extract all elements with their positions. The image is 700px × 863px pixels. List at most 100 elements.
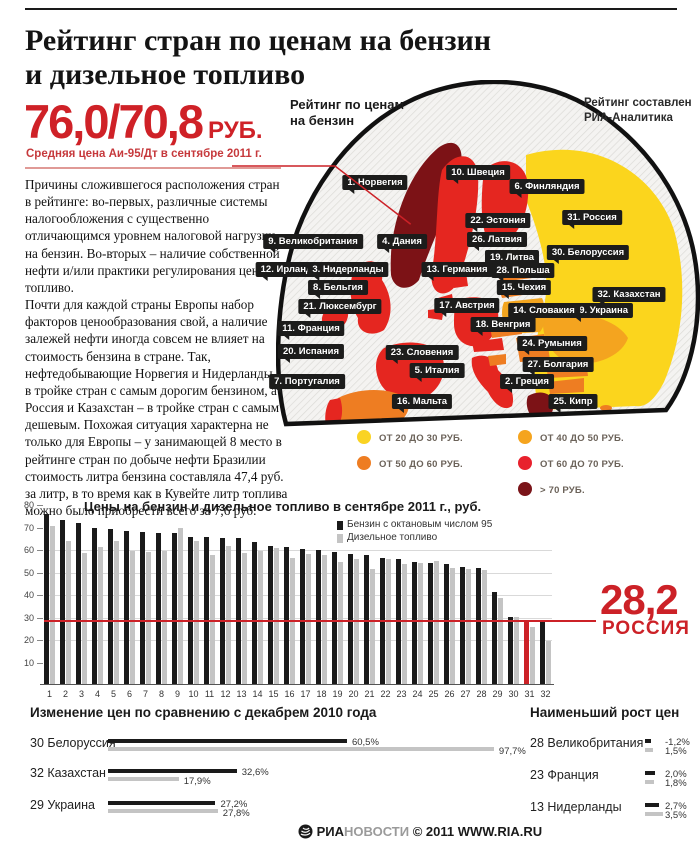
russia-callout-label: РОССИЯ (602, 618, 690, 639)
top-rule (25, 8, 677, 10)
change-diesel-bar (108, 809, 218, 813)
map-country-label: 10. Швеция (446, 165, 510, 184)
petrol-bar (140, 532, 145, 685)
petrol-bar (236, 538, 241, 685)
petrol-bar (444, 563, 449, 685)
lowest-petrol-bar (645, 771, 655, 775)
x-axis-tick-label: 4 (94, 689, 100, 699)
petrol-bar (476, 567, 481, 685)
petrol-bar (92, 527, 97, 685)
diesel-bar (82, 553, 87, 685)
x-axis-tick-label: 9 (174, 689, 180, 699)
x-axis-tick-label: 28 (476, 689, 487, 699)
x-axis-tick-label: 31 (524, 689, 535, 699)
x-axis-tick-label: 3 (78, 689, 84, 699)
headline-price-caption: Средняя цена Аи-95/Дт в сентябре 2011 г. (26, 148, 262, 160)
change-petrol-value: 27,2% (220, 799, 248, 810)
y-axis-tick-label: 50 (23, 567, 34, 578)
map-legend-dot (518, 430, 532, 444)
lowest-petrol-bar (645, 739, 651, 743)
map-region-italy (471, 355, 514, 409)
change-chart-title: Изменение цен по сравнению с декабрем 20… (30, 705, 377, 720)
map-credit-line2: РИА-Аналитика (584, 111, 673, 124)
diesel-bar (546, 640, 551, 685)
map-country-label: 5. Италия (409, 363, 465, 382)
map-country-label: 16. Мальта (391, 394, 453, 413)
petrol-bar (60, 519, 65, 685)
map-country-label: 31. Россия (562, 210, 622, 229)
chart-baseline (40, 684, 554, 685)
map-country-label: 30. Белоруссия (546, 245, 630, 264)
lowest-diesel-value: 3,5% (665, 810, 687, 821)
chart-gridline (44, 572, 552, 574)
map-legend-label: > 70 РУБ. (540, 485, 585, 496)
headline-divider (25, 167, 281, 169)
map-region-bulgaria (548, 378, 584, 394)
chart-gridline (44, 640, 552, 641)
map-legend-dot (518, 482, 532, 496)
diesel-bar (386, 559, 391, 685)
x-axis-tick-label: 20 (348, 689, 359, 699)
article-paragraph-2: Почти для каждой страны Европы набор фак… (25, 297, 288, 518)
change-row-label: 29 Украина (30, 798, 95, 812)
map-country-label: 26. Латвия (467, 232, 527, 251)
map-legend-label: ОТ 40 ДО 50 РУБ. (540, 433, 624, 444)
diesel-bar (178, 528, 183, 685)
map-credit: Рейтинг составлен РИА-Аналитика (584, 96, 692, 126)
legend-diesel-swatch (337, 534, 343, 543)
petrol-bar (204, 537, 209, 685)
x-axis-tick-label: 6 (126, 689, 132, 699)
map-country-label: 3. Нидерланды (307, 262, 389, 281)
lowest-petrol-value: 2,7% (665, 801, 687, 812)
x-axis-tick-label: 30 (508, 689, 519, 699)
map-country-label: 9. Великобритания (263, 234, 363, 253)
diesel-bar (338, 561, 343, 685)
x-axis-tick-label: 21 (364, 689, 375, 699)
map-country-label: 8. Бельгия (308, 280, 368, 299)
petrol-bar (348, 554, 353, 685)
change-petrol-bar (108, 801, 216, 805)
diesel-bar (274, 548, 279, 685)
map-country-label: 28. Польша (491, 263, 555, 282)
petrol-bar (428, 562, 433, 685)
map-country-label: 15. Чехия (496, 280, 552, 299)
y-axis-tick-label: 20 (23, 635, 34, 645)
map-region-slovenia (488, 354, 506, 366)
footer-brand-light: НОВОСТИ (344, 824, 410, 839)
diesel-bar (370, 569, 375, 685)
change-petrol-bar (108, 769, 237, 773)
map-region-sweden (431, 156, 479, 294)
map-country-label: 23. Словения (385, 345, 459, 364)
change-diesel-value: 27,8% (222, 808, 250, 819)
russia-callout-value: 28,2 (600, 576, 679, 623)
map-legend-label: ОТ 60 ДО 70 РУБ. (540, 459, 624, 470)
change-petrol-value: 32,6% (241, 767, 269, 778)
diesel-bar (210, 554, 215, 685)
legend-petrol-label: Бензин с октановым числом 95 (347, 519, 493, 530)
diesel-bar (530, 626, 535, 685)
diesel-bar (162, 550, 167, 685)
petrol-bar (124, 531, 129, 685)
x-axis-tick-label: 29 (492, 689, 503, 699)
map-legend-label: ОТ 20 ДО 30 РУБ. (379, 433, 463, 444)
lowest-petrol-bar (645, 803, 659, 807)
x-axis-tick-label: 22 (380, 689, 391, 699)
y-axis-tick-label: 60 (23, 545, 34, 555)
map-header-line1: Рейтинг по ценам (290, 97, 405, 112)
petrol-bar (364, 554, 369, 685)
x-axis-tick-label: 19 (332, 689, 343, 699)
diesel-bar (258, 550, 263, 685)
petrol-bar (44, 514, 49, 685)
change-diesel-value: 97,7% (498, 746, 526, 757)
petrol-bar (540, 622, 545, 685)
headline-currency: РУБ. (208, 117, 263, 144)
map-region-austria (472, 338, 504, 352)
map-country-label: 29. Украина (568, 303, 634, 322)
map-country-label: 32. Казахстан (592, 287, 666, 306)
lowest-row-label: 28 Великобритания (530, 736, 644, 750)
petrol-bar (252, 542, 257, 685)
map-header-line2: на бензин (290, 113, 355, 129)
diesel-bar (50, 525, 55, 685)
diesel-bar (66, 541, 71, 685)
